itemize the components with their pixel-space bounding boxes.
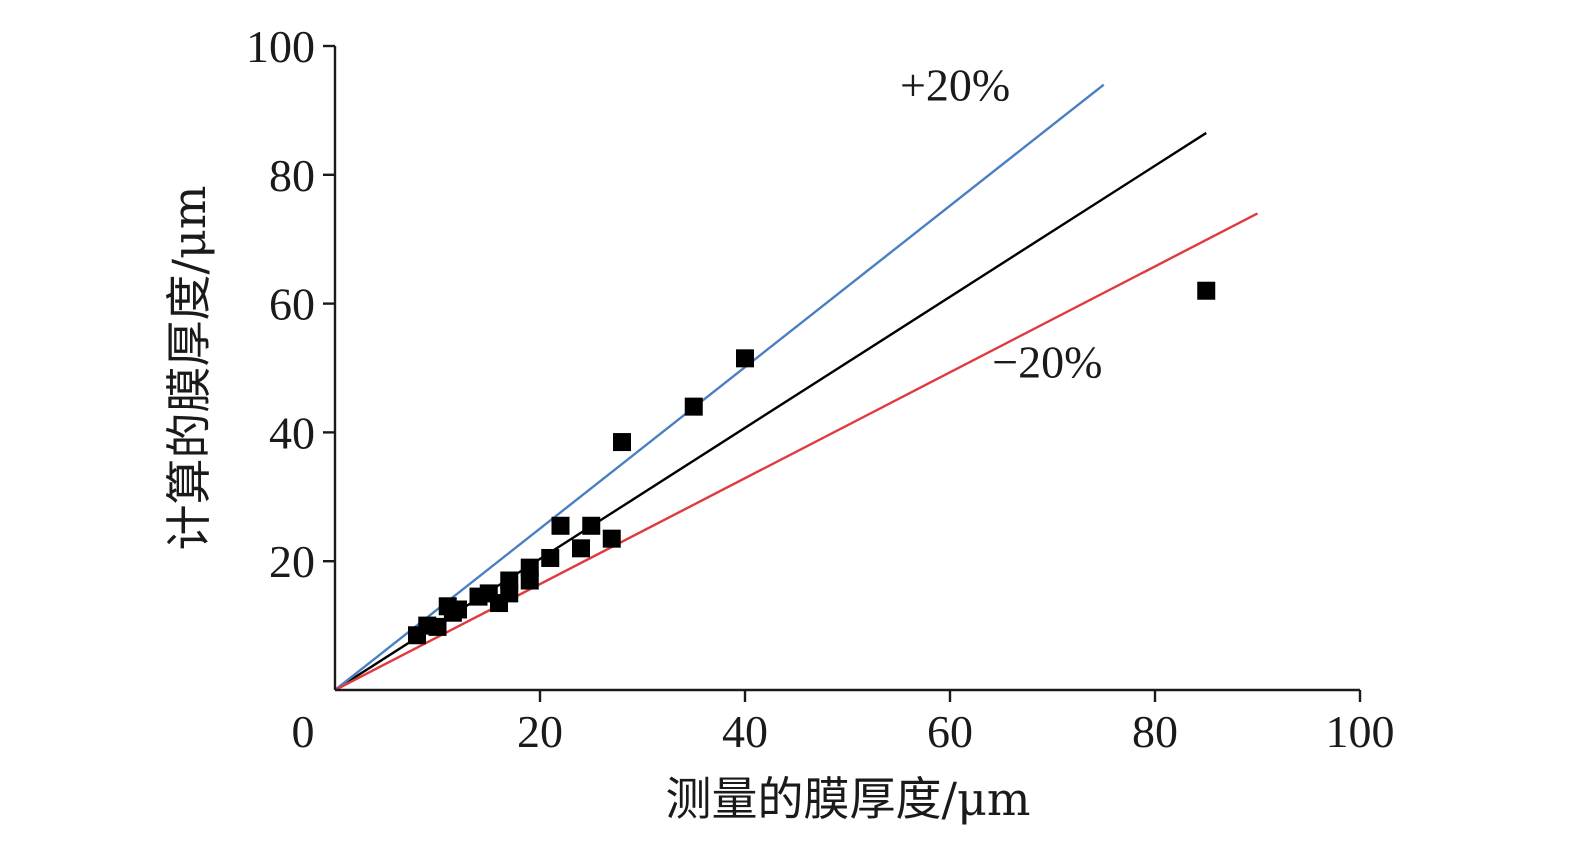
x-tick-label: 0 [292,706,315,757]
y-tick-label: 40 [269,407,315,458]
x-tick-label: 100 [1326,706,1395,757]
y-tick-label: 20 [269,536,315,587]
y-tick-label: 100 [246,21,315,72]
x-axis-title: 测量的膜厚度/μm [665,772,1030,826]
data-point [582,516,601,535]
y-tick-label: 60 [269,279,315,330]
annotation-label: −20% [992,337,1102,388]
data-point [428,617,447,636]
data-point [449,600,467,619]
series-line-3 [334,212,1259,692]
data-point [602,529,621,548]
data-point [520,558,539,577]
data-point [736,349,754,368]
x-tick-label: 20 [517,706,563,757]
data-point [500,571,519,590]
data-point [541,548,560,567]
x-tick-label: 60 [927,706,973,757]
data-point [1197,281,1216,300]
y-tick-label: 80 [269,150,315,201]
data-point [613,433,631,452]
data-point [572,539,590,558]
plot-annotations: +20% −20% [900,60,1103,388]
plot-ticks: 0 20 40 60 80 100 20 40 60 80 100 [246,21,1395,757]
data-point [551,516,570,535]
x-tick-label: 40 [722,706,768,757]
series-line-2 [334,83,1105,691]
y-axis-title: 计算的膜厚度/μm [162,185,216,550]
data-point [684,397,703,416]
annotation-label: +20% [900,60,1010,111]
plot-axes [333,46,1360,692]
x-tick-label: 80 [1132,706,1178,757]
plot-points [408,281,1216,645]
